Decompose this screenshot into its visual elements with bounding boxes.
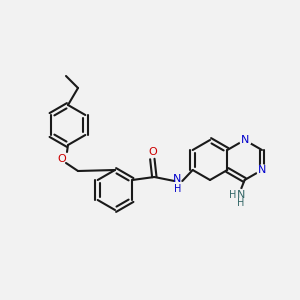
Text: H: H — [174, 184, 181, 194]
Text: N: N — [258, 165, 266, 175]
Text: O: O — [58, 154, 66, 164]
Text: N: N — [173, 174, 182, 184]
Text: N: N — [241, 135, 249, 145]
Text: O: O — [148, 147, 157, 157]
Text: H: H — [229, 190, 236, 200]
Text: H: H — [237, 198, 244, 208]
Text: N: N — [236, 190, 245, 200]
